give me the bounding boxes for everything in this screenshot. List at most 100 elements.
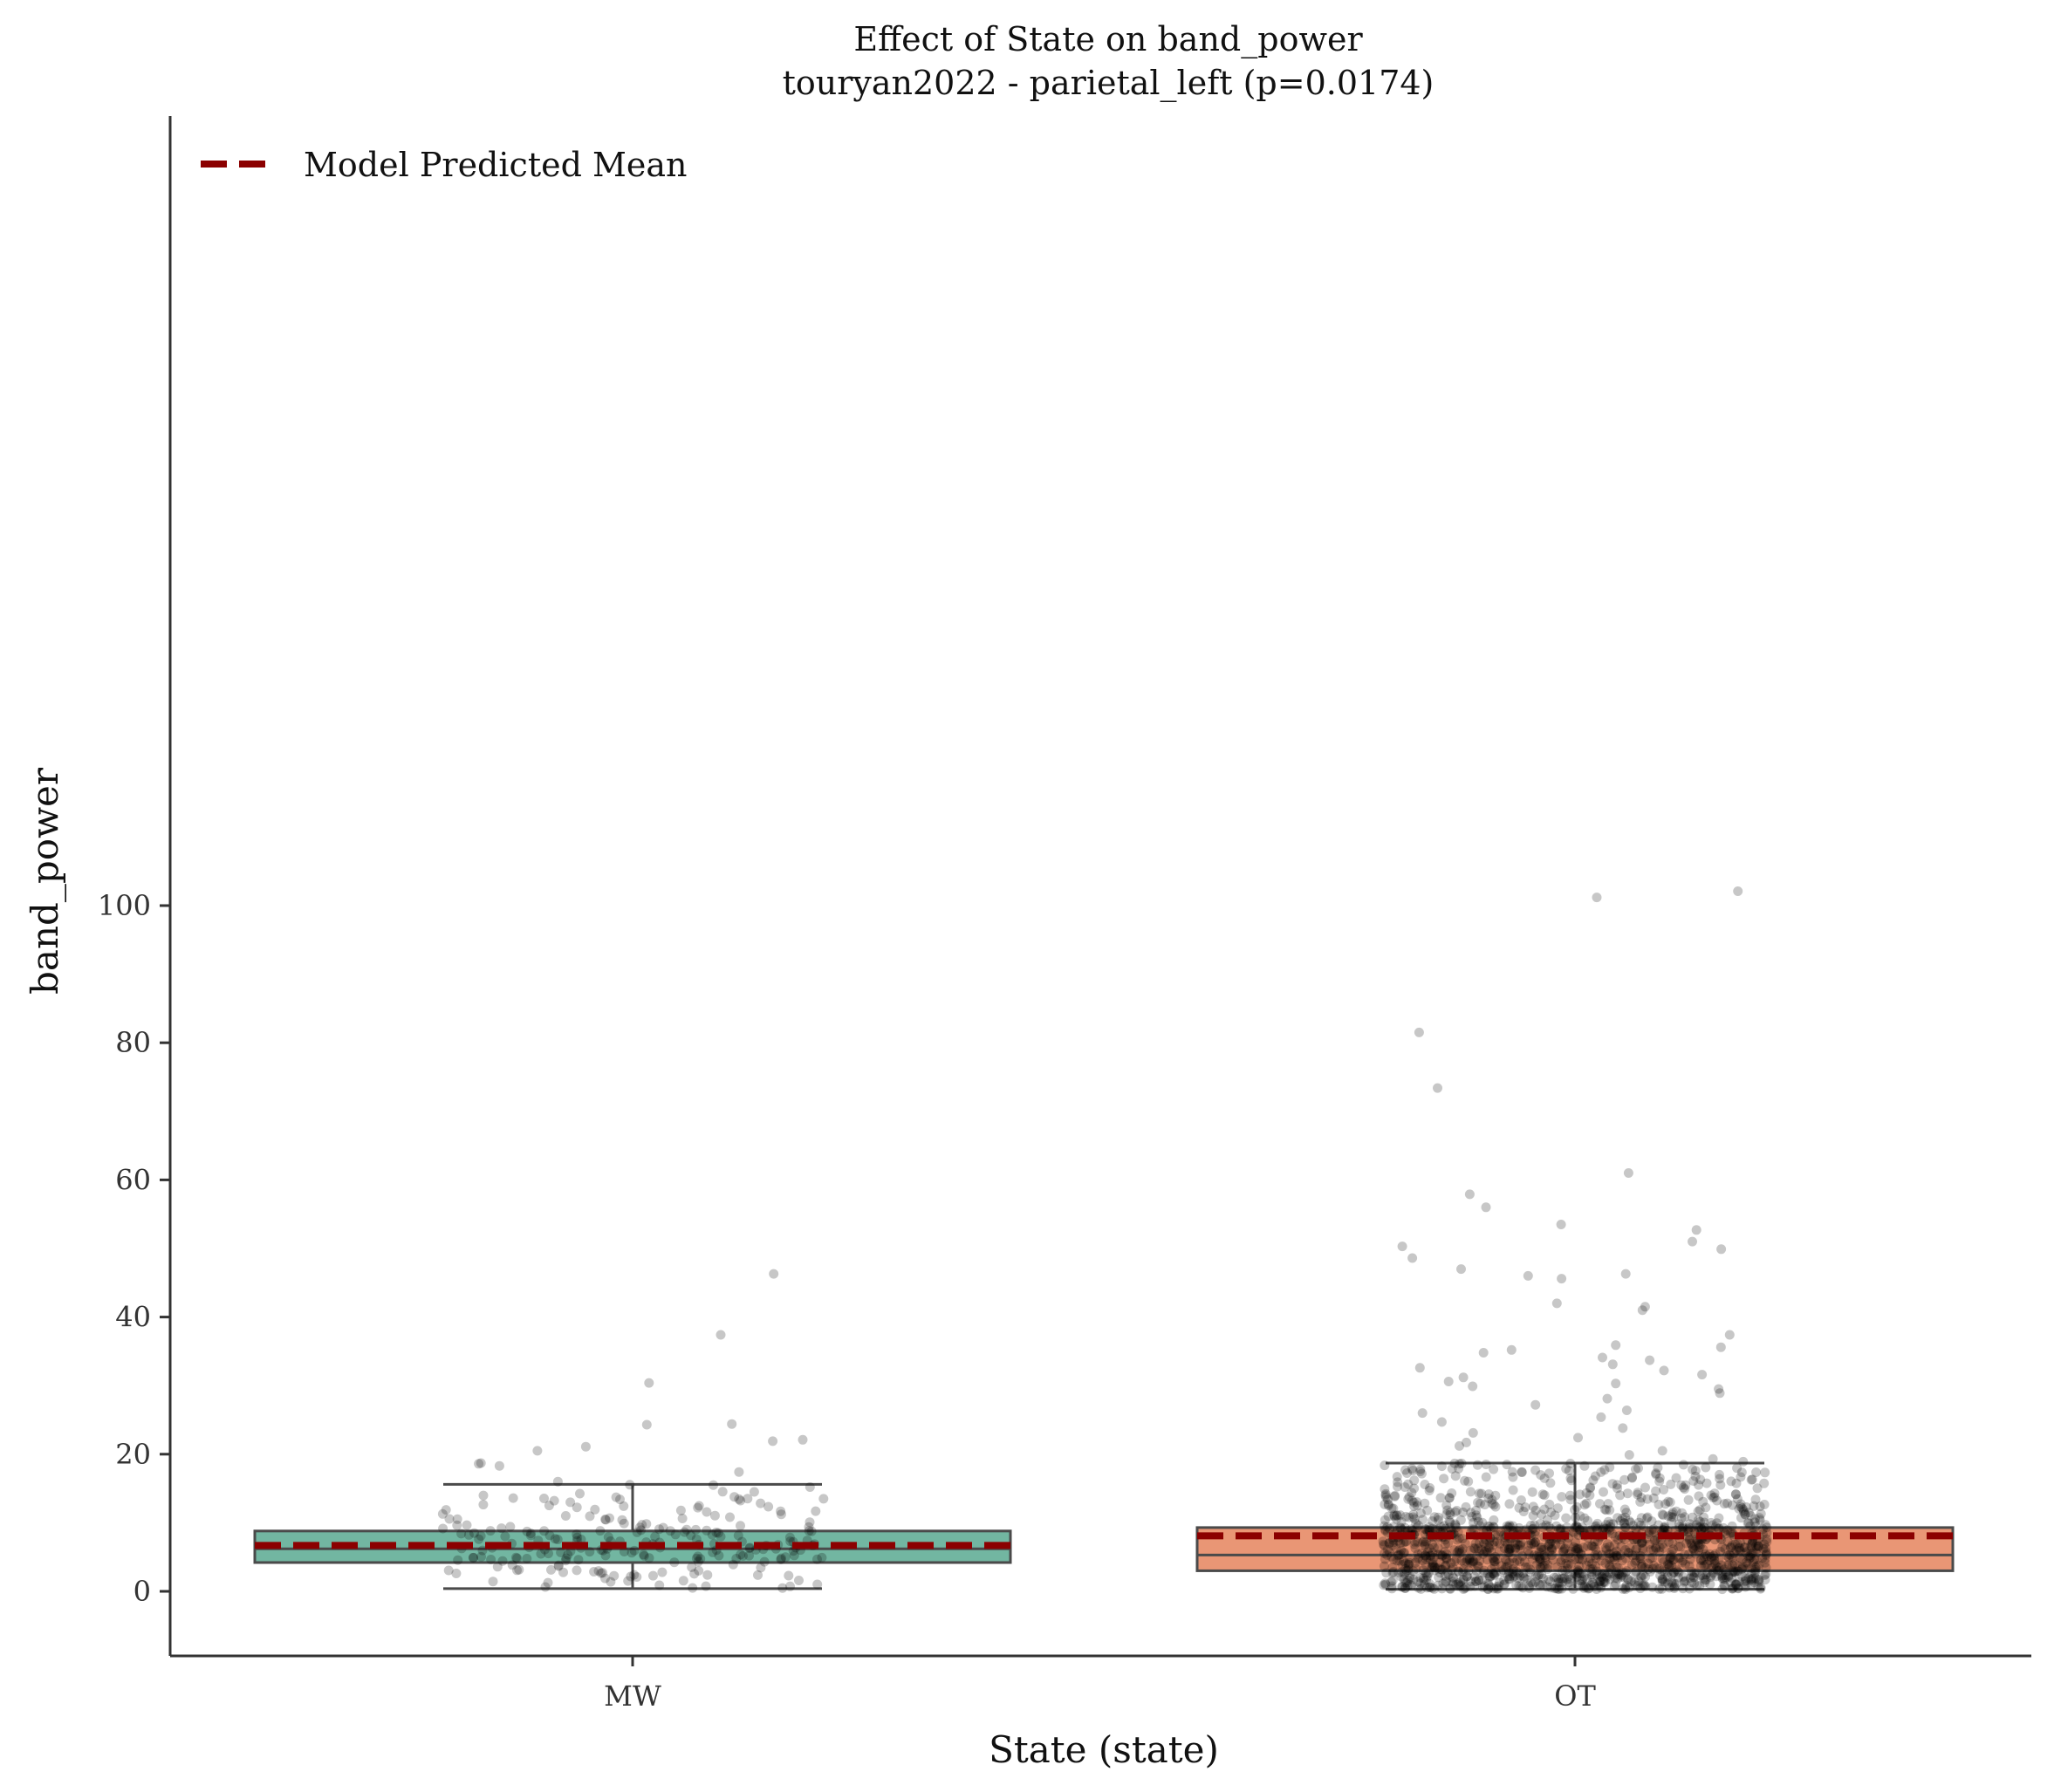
- data-point: [777, 1583, 788, 1593]
- data-point: [1586, 1570, 1597, 1580]
- data-point: [1418, 1573, 1428, 1583]
- data-point: [1751, 1467, 1762, 1477]
- data-point: [1601, 1505, 1612, 1515]
- data-point: [1640, 1482, 1650, 1493]
- data-point: [1714, 1563, 1724, 1573]
- data-point: [804, 1526, 814, 1536]
- data-point: [1699, 1561, 1709, 1571]
- data-point: [1714, 1555, 1724, 1565]
- data-point: [1501, 1524, 1511, 1535]
- data-point: [1407, 1466, 1418, 1476]
- data-point: [1613, 1569, 1624, 1579]
- data-point: [1618, 1583, 1628, 1594]
- data-point: [1450, 1471, 1461, 1481]
- data-point: [776, 1506, 786, 1516]
- data-point: [1447, 1488, 1457, 1498]
- data-point: [1546, 1583, 1556, 1593]
- data-point: [1575, 1569, 1585, 1579]
- data-point: [1410, 1536, 1420, 1547]
- data-point: [1384, 1523, 1394, 1534]
- data-point: [1757, 1524, 1768, 1535]
- data-point: [693, 1551, 703, 1562]
- data-point: [1433, 1580, 1443, 1590]
- data-point: [1701, 1462, 1711, 1473]
- data-point: [1714, 1565, 1724, 1576]
- data-point: [1380, 1579, 1391, 1590]
- data-point: [1412, 1501, 1422, 1511]
- data-point: [1711, 1571, 1722, 1582]
- outlier-point: [1468, 1427, 1478, 1438]
- data-point: [1575, 1511, 1585, 1522]
- data-point: [1740, 1509, 1750, 1520]
- data-point: [1546, 1507, 1556, 1517]
- data-point: [776, 1553, 786, 1563]
- data-point: [1400, 1563, 1411, 1574]
- data-point: [1617, 1513, 1627, 1523]
- data-point: [1490, 1567, 1501, 1577]
- data-point: [1440, 1561, 1450, 1571]
- data-point: [1428, 1542, 1439, 1553]
- data-point: [1565, 1574, 1576, 1584]
- data-point: [1559, 1573, 1570, 1583]
- data-point: [1414, 1583, 1423, 1593]
- data-point: [1687, 1577, 1697, 1588]
- data-point: [1691, 1568, 1702, 1578]
- data-point: [1586, 1541, 1597, 1551]
- data-point: [1525, 1568, 1536, 1577]
- data-point: [1715, 1480, 1726, 1490]
- data-point: [1527, 1524, 1537, 1535]
- data-point: [1466, 1577, 1476, 1586]
- data-point: [544, 1549, 553, 1559]
- data-point: [1489, 1556, 1499, 1567]
- data-point: [1479, 1539, 1489, 1549]
- data-point: [1441, 1509, 1452, 1520]
- data-point: [1572, 1543, 1583, 1553]
- data-point: [1599, 1577, 1609, 1587]
- data-point: [1554, 1583, 1565, 1594]
- data-point: [1415, 1508, 1426, 1518]
- data-point: [1636, 1559, 1647, 1570]
- data-point: [1515, 1570, 1525, 1581]
- data-point: [1627, 1472, 1638, 1482]
- data-point: [462, 1520, 472, 1530]
- data-point: [1572, 1565, 1583, 1575]
- data-point: [1636, 1537, 1647, 1548]
- data-point: [1660, 1577, 1670, 1587]
- data-point: [1665, 1553, 1675, 1563]
- data-point: [1648, 1527, 1659, 1537]
- data-point: [711, 1528, 722, 1537]
- data-point: [1667, 1507, 1678, 1517]
- data-point: [1489, 1555, 1499, 1565]
- data-point: [1421, 1524, 1431, 1535]
- data-point: [1489, 1570, 1499, 1581]
- data-point: [1688, 1542, 1698, 1553]
- data-point: [1625, 1542, 1635, 1553]
- data-point: [1430, 1524, 1441, 1535]
- data-point: [1651, 1469, 1661, 1480]
- data-point: [1453, 1566, 1463, 1577]
- data-point: [1668, 1567, 1679, 1577]
- data-point: [1635, 1550, 1646, 1561]
- data-point: [1654, 1476, 1665, 1487]
- data-point: [1689, 1578, 1700, 1589]
- data-point: [1613, 1513, 1623, 1523]
- data-point: [1665, 1497, 1675, 1508]
- data-point: [1382, 1544, 1393, 1555]
- data-point: [1654, 1547, 1665, 1557]
- data-point: [488, 1577, 498, 1587]
- data-point: [1662, 1559, 1673, 1569]
- data-point: [1630, 1568, 1640, 1578]
- data-point: [1640, 1571, 1651, 1582]
- data-point: [1400, 1583, 1410, 1593]
- data-point: [1397, 1567, 1407, 1577]
- data-point: [1571, 1522, 1582, 1532]
- data-point: [1530, 1520, 1539, 1530]
- data-point: [1486, 1546, 1496, 1556]
- outlier-point: [1602, 1393, 1613, 1404]
- data-point: [733, 1530, 743, 1541]
- data-point: [1602, 1539, 1613, 1549]
- data-point: [1754, 1577, 1764, 1587]
- data-point: [1619, 1522, 1630, 1533]
- data-point: [1595, 1576, 1606, 1586]
- data-point: [1514, 1581, 1524, 1590]
